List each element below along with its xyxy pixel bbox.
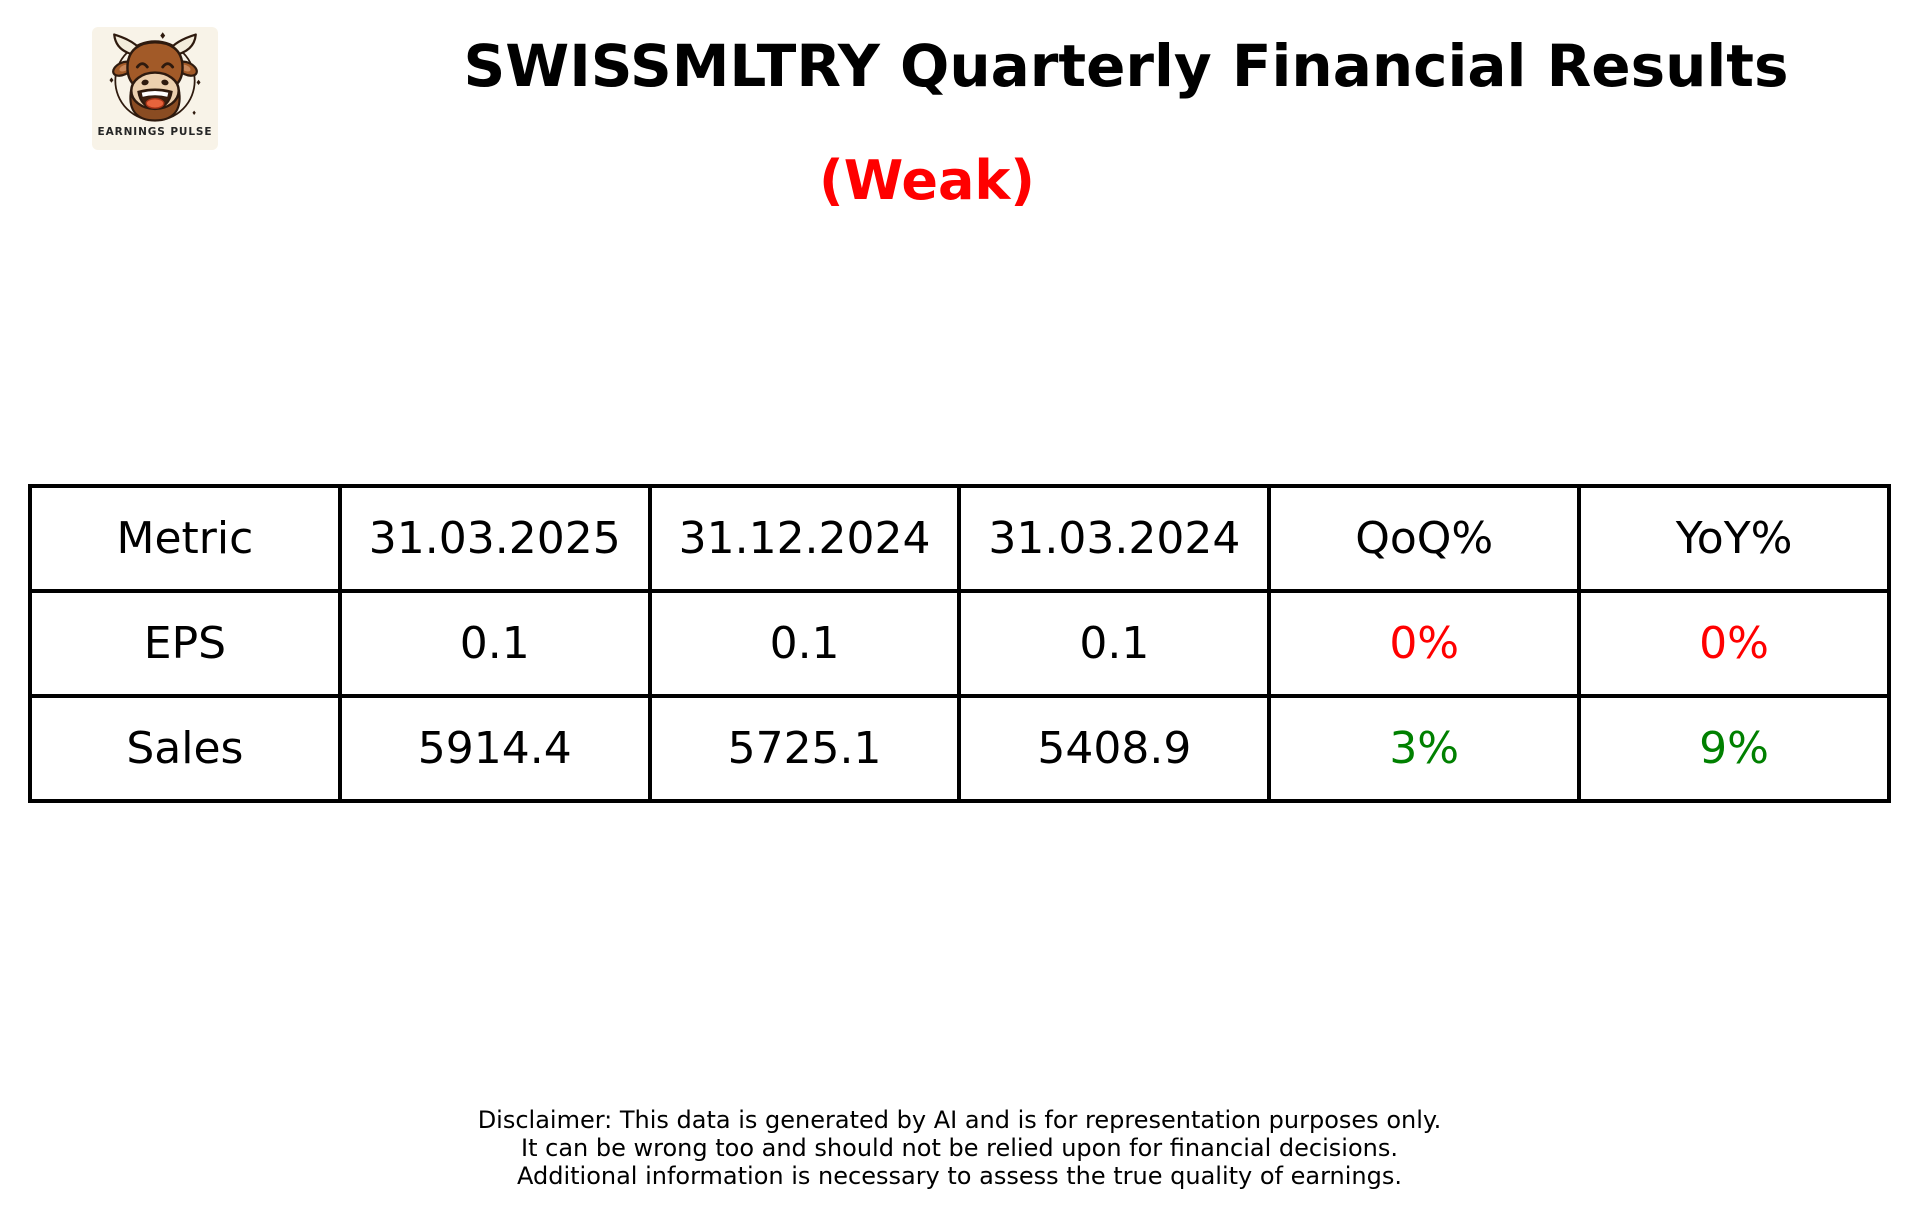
cell-sales-qoq: 3% [1267,694,1582,803]
bull-logo-icon [109,32,201,122]
header-metric: Metric [28,484,342,593]
disclaimer-line-1: Disclaimer: This data is generated by AI… [477,1106,1442,1134]
cell-sales-yoy: 9% [1577,694,1891,803]
page-title: SWISSMLTRY Quarterly Financial Results [463,32,1789,100]
header-period-1: 31.03.2025 [337,484,652,593]
table-row-sales: Sales 5914.4 5725.1 5408.9 3% 9% [28,694,1891,803]
brand-label: EARNINGS PULSE [97,126,213,138]
verdict-label: (Weak) [819,149,1035,212]
cell-eps-qoq: 0% [1267,589,1582,698]
disclaimer: Disclaimer: This data is generated by AI… [0,1106,1919,1190]
cell-eps-metric: EPS [28,589,342,698]
cell-eps-period-3: 0.1 [957,589,1272,698]
table-row-eps: EPS 0.1 0.1 0.1 0% 0% [28,589,1891,698]
disclaimer-line-2: It can be wrong too and should not be re… [521,1134,1398,1162]
earnings-pulse-logo: EARNINGS PULSE [92,27,218,150]
header-period-3: 31.03.2024 [957,484,1272,593]
cell-eps-period-1: 0.1 [337,589,652,698]
header-period-2: 31.12.2024 [647,484,962,593]
results-table: Metric 31.03.2025 31.12.2024 31.03.2024 … [28,484,1891,803]
cell-sales-period-3: 5408.9 [957,694,1272,803]
cell-eps-yoy: 0% [1577,589,1891,698]
table-header-row: Metric 31.03.2025 31.12.2024 31.03.2024 … [28,484,1891,593]
header-yoy: YoY% [1577,484,1891,593]
disclaimer-line-3: Additional information is necessary to a… [516,1162,1402,1190]
cell-sales-period-1: 5914.4 [337,694,652,803]
cell-sales-metric: Sales [28,694,342,803]
cell-sales-period-2: 5725.1 [647,694,962,803]
cell-eps-period-2: 0.1 [647,589,962,698]
header-qoq: QoQ% [1267,484,1582,593]
